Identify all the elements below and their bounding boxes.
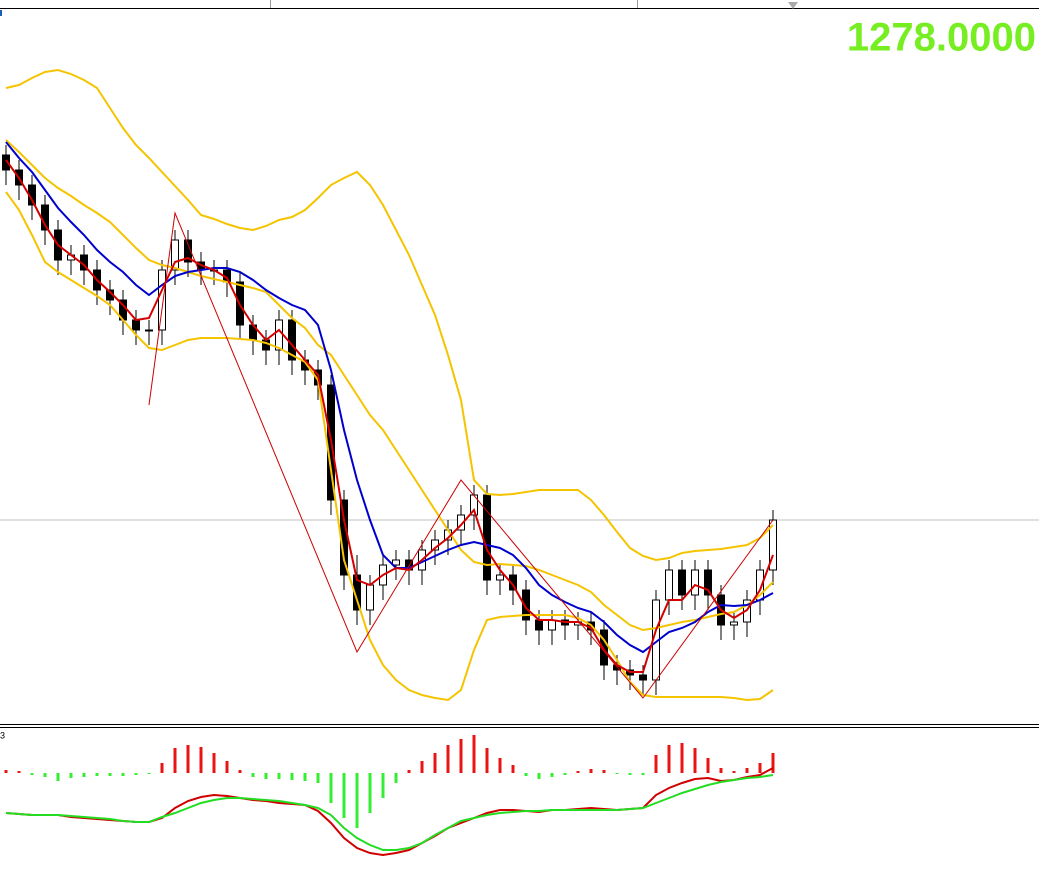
candle-body bbox=[509, 574, 517, 591]
histogram-bar bbox=[771, 753, 775, 773]
indicator-line bbox=[5, 68, 774, 562]
histogram-bar bbox=[160, 763, 164, 773]
histogram-bar bbox=[173, 748, 177, 773]
histogram-bar bbox=[56, 773, 60, 781]
candle-body bbox=[366, 584, 374, 611]
histogram-bar bbox=[30, 773, 34, 775]
histogram-bar bbox=[251, 773, 255, 777]
histogram-bar bbox=[498, 758, 502, 773]
candle-body bbox=[275, 319, 283, 351]
candle-body bbox=[2, 154, 10, 171]
histogram-bar bbox=[186, 745, 190, 773]
histogram-bar bbox=[719, 768, 723, 773]
indicator-label: 3 bbox=[0, 730, 5, 740]
histogram-bar bbox=[368, 773, 372, 813]
zigzag bbox=[148, 211, 774, 699]
histogram-bar bbox=[17, 771, 21, 773]
candle-body bbox=[392, 559, 400, 566]
indicator-line bbox=[5, 141, 774, 654]
histogram-bar bbox=[303, 773, 307, 781]
candle-body bbox=[639, 674, 647, 681]
histogram-bar bbox=[576, 771, 580, 773]
indicator-line bbox=[5, 774, 774, 851]
candle-body bbox=[730, 621, 738, 626]
candle-body bbox=[171, 239, 179, 271]
histogram-bar bbox=[407, 770, 411, 773]
histogram-bar bbox=[69, 773, 73, 778]
candle-body bbox=[691, 569, 699, 596]
histogram-bar bbox=[381, 773, 385, 798]
histogram-bar bbox=[602, 770, 606, 773]
candle-body bbox=[665, 569, 673, 601]
histogram-bar bbox=[134, 773, 138, 775]
histogram-bar bbox=[277, 773, 281, 779]
histogram-bar bbox=[524, 773, 528, 776]
candle-body bbox=[145, 329, 153, 332]
price-label: 1278.0000 bbox=[847, 16, 1036, 60]
histogram-bar bbox=[394, 773, 398, 783]
histogram-bar bbox=[667, 745, 671, 773]
histogram-bar bbox=[615, 773, 619, 774]
candle-body bbox=[522, 589, 530, 621]
histogram-bar bbox=[641, 773, 645, 775]
histogram-bar bbox=[433, 753, 437, 773]
histogram-bar bbox=[121, 773, 125, 776]
histogram-bar bbox=[225, 761, 229, 773]
candle-body bbox=[132, 319, 140, 331]
indicator-line bbox=[5, 159, 774, 673]
candle-body bbox=[353, 574, 361, 611]
histogram-bar bbox=[628, 773, 632, 775]
histogram-bar bbox=[82, 773, 86, 777]
histogram-bar bbox=[316, 773, 320, 783]
histogram-bar bbox=[147, 773, 151, 774]
histogram-bar bbox=[342, 773, 346, 818]
histogram-bar bbox=[732, 771, 736, 773]
histogram-bar bbox=[43, 773, 47, 777]
histogram-bar bbox=[758, 763, 762, 773]
histogram-bar bbox=[4, 770, 8, 773]
candle-body bbox=[158, 269, 166, 331]
histogram-bar bbox=[706, 758, 710, 773]
candle-body bbox=[184, 239, 192, 263]
histogram-bar bbox=[108, 773, 112, 776]
histogram-bar bbox=[589, 769, 593, 773]
histogram-bar bbox=[212, 753, 216, 773]
histogram-bar bbox=[459, 739, 463, 773]
indicator-panel bbox=[4, 735, 775, 857]
histogram-bar bbox=[264, 773, 268, 779]
candle-body bbox=[678, 569, 686, 596]
histogram-bar bbox=[550, 773, 554, 777]
histogram-bar bbox=[693, 748, 697, 773]
indicator-line bbox=[5, 139, 774, 632]
histogram-bar bbox=[680, 743, 684, 773]
histogram-bar bbox=[485, 748, 489, 773]
histogram-bar bbox=[95, 773, 99, 776]
histogram-bar bbox=[329, 773, 333, 803]
shift-marker bbox=[788, 2, 798, 9]
histogram-bar bbox=[290, 773, 294, 780]
histogram-bar bbox=[472, 735, 476, 773]
histogram-bar bbox=[537, 773, 541, 779]
indicator-line bbox=[5, 767, 774, 857]
histogram-bar bbox=[563, 773, 567, 775]
candle-body bbox=[496, 574, 504, 581]
candle-body bbox=[704, 569, 712, 596]
histogram-bar bbox=[446, 745, 450, 773]
candle-body bbox=[457, 514, 465, 531]
histogram-bar bbox=[745, 768, 749, 773]
histogram-bar bbox=[355, 773, 359, 828]
histogram-bar bbox=[199, 747, 203, 773]
histogram-bar bbox=[511, 765, 515, 773]
price-panel bbox=[0, 68, 1039, 702]
histogram-bar bbox=[238, 770, 242, 773]
histogram-bar bbox=[654, 755, 658, 773]
candle-body bbox=[548, 619, 556, 631]
candle-body bbox=[535, 619, 543, 631]
left-marker bbox=[0, 10, 2, 16]
histogram-bar bbox=[420, 761, 424, 773]
